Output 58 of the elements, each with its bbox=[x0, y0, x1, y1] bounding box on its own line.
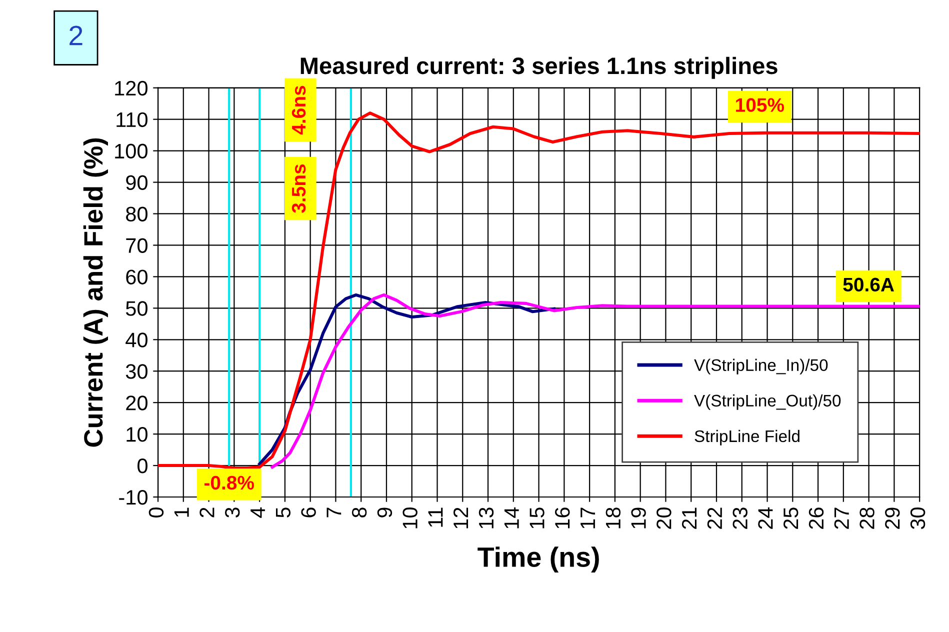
annotation: 50.6A bbox=[843, 278, 894, 292]
y-tick-label: 120 bbox=[115, 80, 148, 96]
y-tick-label: 30 bbox=[126, 364, 148, 379]
y-tick-label: 40 bbox=[126, 332, 148, 348]
legend-label: V(StripLine_Out)/50 bbox=[694, 394, 841, 410]
legend-label: V(StripLine_In)/50 bbox=[694, 358, 828, 374]
x-tick-label: 15 bbox=[530, 508, 544, 528]
x-tick-label: 22 bbox=[707, 508, 722, 529]
x-tick-label: 20 bbox=[656, 508, 672, 529]
x-tick-label: 17 bbox=[580, 508, 595, 528]
y-tick-label: 60 bbox=[126, 270, 148, 284]
x-tick-label: 6 bbox=[301, 508, 316, 518]
x-tick-label: 8 bbox=[352, 508, 367, 518]
x-tick-label: 24 bbox=[758, 507, 773, 529]
annotation: 3.5ns bbox=[292, 164, 306, 213]
x-tick-label: 1 bbox=[174, 508, 189, 517]
x-tick-label: 26 bbox=[808, 508, 824, 529]
annotation: -0.8% bbox=[204, 476, 254, 490]
chart-title: Measured current: 3 series 1.1ns striplines bbox=[300, 56, 778, 79]
y-tick-label: 20 bbox=[126, 396, 148, 410]
x-tick-label: 27 bbox=[834, 508, 849, 529]
x-tick-label: 21 bbox=[682, 508, 696, 529]
x-tick-label: 11 bbox=[428, 508, 443, 527]
x-tick-label: 25 bbox=[783, 508, 798, 529]
x-tick-label: 10 bbox=[402, 508, 418, 528]
x-tick-label: 29 bbox=[885, 508, 900, 529]
y-axis-title: Current (A) and Field (%) bbox=[83, 138, 108, 447]
x-tick-label: 18 bbox=[606, 508, 621, 528]
x-tick-label: 2 bbox=[200, 508, 214, 518]
x-tick-label: 3 bbox=[225, 508, 240, 518]
x-tick-label: 28 bbox=[860, 508, 874, 529]
x-tick-label: 7 bbox=[326, 508, 342, 518]
x-tick-label: 16 bbox=[555, 508, 570, 528]
y-tick-label: 90 bbox=[126, 175, 148, 190]
y-tick-label: 10 bbox=[126, 427, 148, 442]
x-tick-label: 0 bbox=[148, 508, 164, 518]
x-tick-label: 30 bbox=[910, 508, 926, 530]
x-tick-label: 19 bbox=[631, 508, 646, 528]
y-tick-label: 80 bbox=[126, 206, 148, 222]
y-tick-label: 0 bbox=[138, 458, 148, 474]
x-tick-label: 14 bbox=[504, 507, 519, 528]
x-tick-label: 23 bbox=[732, 508, 748, 529]
y-tick-label: 50 bbox=[126, 301, 148, 316]
legend-label: StripLine Field bbox=[694, 430, 800, 446]
y-tick-label: 100 bbox=[115, 144, 148, 159]
x-tick-label: 4 bbox=[250, 507, 265, 518]
y-tick-label: 110 bbox=[116, 112, 148, 128]
x-tick-label: 13 bbox=[478, 508, 494, 528]
y-tick-label: 70 bbox=[126, 238, 148, 253]
x-tick-label: 5 bbox=[276, 508, 291, 518]
x-axis-title: Time (ns) bbox=[478, 546, 599, 572]
y-tick-label: -10 bbox=[119, 490, 148, 505]
line-series bbox=[270, 293, 920, 469]
annotation: 4.6ns bbox=[292, 86, 306, 135]
x-tick-label: 12 bbox=[453, 508, 468, 528]
x-tick-label: 9 bbox=[377, 508, 392, 518]
text: 2 bbox=[70, 26, 82, 46]
annotation: 105% bbox=[736, 98, 784, 112]
